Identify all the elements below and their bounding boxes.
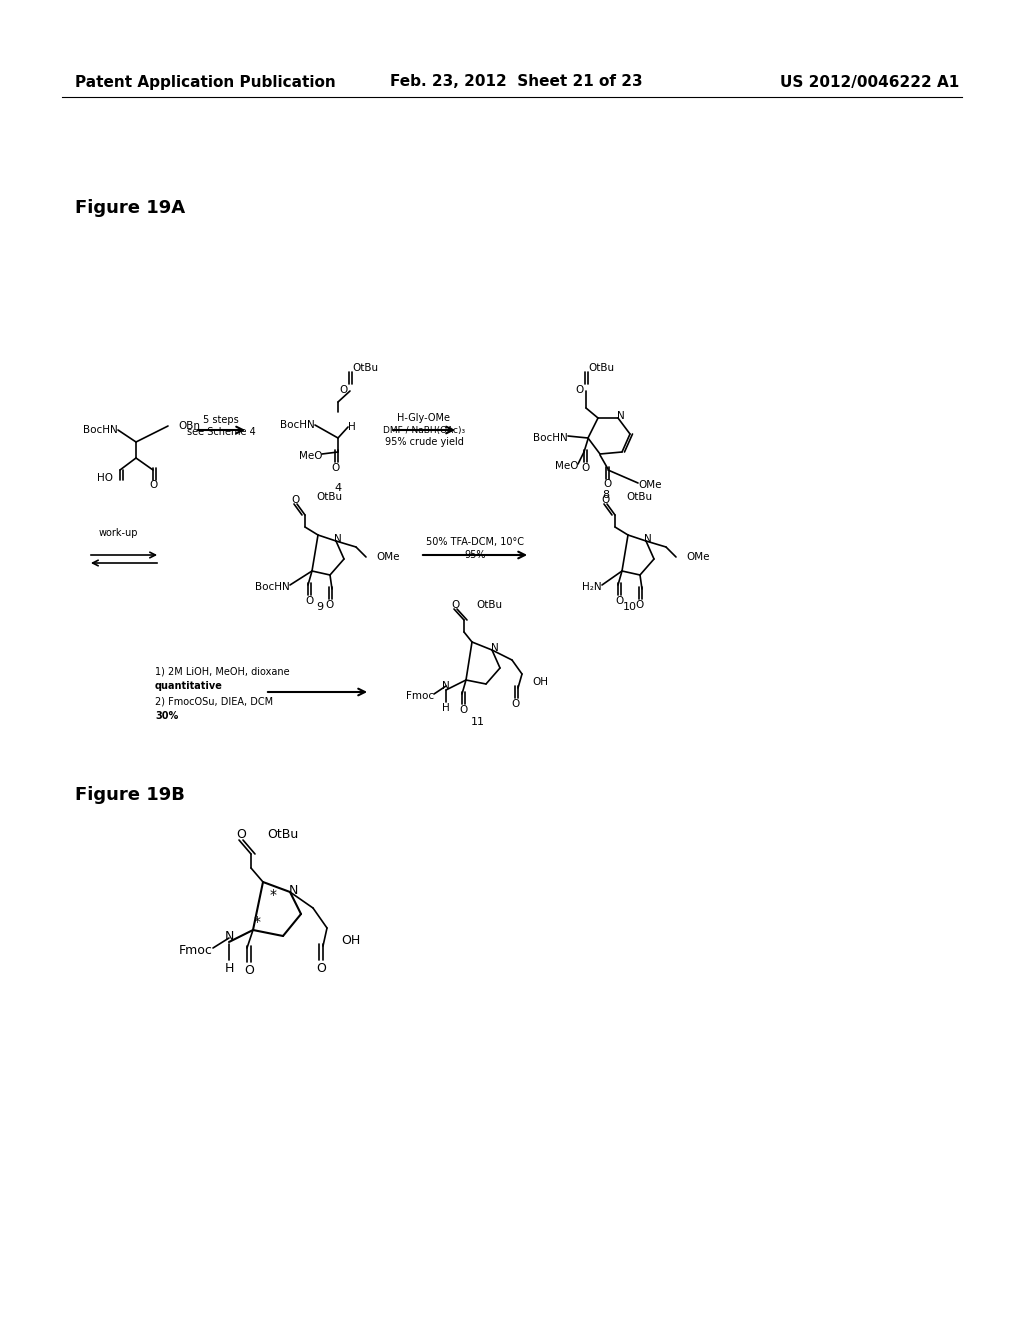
Text: Figure 19A: Figure 19A (75, 199, 185, 216)
Text: quantitative: quantitative (155, 681, 223, 690)
Text: N: N (442, 681, 450, 690)
Text: BocHN: BocHN (83, 425, 118, 436)
Text: H: H (442, 704, 450, 713)
Text: O: O (237, 829, 246, 842)
Text: OtBu: OtBu (476, 601, 502, 610)
Text: H-Gly-OMe: H-Gly-OMe (397, 413, 451, 422)
Text: OH: OH (341, 933, 360, 946)
Text: Fmoc: Fmoc (179, 944, 213, 957)
Text: 5 steps: 5 steps (203, 414, 239, 425)
Text: N: N (492, 643, 499, 653)
Text: N: N (617, 411, 625, 421)
Text: OtBu: OtBu (316, 492, 342, 502)
Text: N: N (644, 535, 652, 544)
Text: H: H (348, 422, 355, 432)
Text: H₂N: H₂N (583, 582, 602, 591)
Text: 30%: 30% (155, 711, 178, 721)
Text: Fmoc: Fmoc (406, 690, 434, 701)
Text: 8: 8 (602, 490, 609, 500)
Text: Feb. 23, 2012  Sheet 21 of 23: Feb. 23, 2012 Sheet 21 of 23 (390, 74, 643, 90)
Text: O: O (615, 597, 624, 606)
Text: OBn: OBn (178, 421, 200, 432)
Text: 2) FmocOSu, DIEA, DCM: 2) FmocOSu, DIEA, DCM (155, 697, 273, 708)
Text: OMe: OMe (686, 552, 710, 562)
Text: BocHN: BocHN (255, 582, 290, 591)
Text: OtBu: OtBu (267, 829, 298, 842)
Text: O: O (150, 480, 158, 490)
Text: O: O (244, 964, 254, 977)
Text: OMe: OMe (376, 552, 399, 562)
Text: 50% TFA-DCM, 10°C: 50% TFA-DCM, 10°C (426, 537, 524, 546)
Text: 9: 9 (316, 602, 324, 612)
Text: *: * (269, 888, 276, 902)
Text: O: O (291, 495, 299, 506)
Text: N: N (289, 883, 298, 896)
Text: MeO: MeO (299, 451, 322, 461)
Text: O: O (601, 495, 609, 506)
Text: O: O (636, 601, 644, 610)
Text: O: O (575, 385, 584, 395)
Text: *: * (254, 915, 260, 929)
Text: 95%: 95% (464, 550, 485, 560)
Text: BocHN: BocHN (281, 420, 315, 430)
Text: O: O (603, 479, 611, 488)
Text: O: O (460, 705, 468, 715)
Text: BocHN: BocHN (534, 433, 568, 444)
Text: 11: 11 (471, 717, 485, 727)
Text: 95% crude yield: 95% crude yield (385, 437, 464, 447)
Text: OtBu: OtBu (352, 363, 378, 374)
Text: OMe: OMe (638, 480, 662, 490)
Text: MeO: MeO (555, 461, 578, 471)
Text: OH: OH (532, 677, 548, 686)
Text: 4: 4 (335, 483, 342, 492)
Text: work-up: work-up (98, 528, 138, 539)
Text: DMF / NaBH(OAc)₃: DMF / NaBH(OAc)₃ (383, 425, 465, 434)
Text: O: O (582, 463, 590, 473)
Text: N: N (334, 535, 342, 544)
Text: O: O (326, 601, 334, 610)
Text: Figure 19B: Figure 19B (75, 785, 185, 804)
Text: O: O (340, 385, 348, 395)
Text: O: O (332, 463, 340, 473)
Text: 1) 2M LiOH, MeOH, dioxane: 1) 2M LiOH, MeOH, dioxane (155, 667, 290, 677)
Text: O: O (316, 961, 326, 974)
Text: H: H (224, 961, 233, 974)
Text: US 2012/0046222 A1: US 2012/0046222 A1 (780, 74, 959, 90)
Text: N: N (224, 929, 233, 942)
Text: HO: HO (97, 473, 113, 483)
Text: OtBu: OtBu (588, 363, 614, 374)
Text: Patent Application Publication: Patent Application Publication (75, 74, 336, 90)
Text: O: O (452, 601, 460, 610)
Text: O: O (512, 700, 520, 709)
Text: O: O (306, 597, 314, 606)
Text: OtBu: OtBu (626, 492, 652, 502)
Text: see Scheme 4: see Scheme 4 (186, 426, 255, 437)
Text: 10: 10 (623, 602, 637, 612)
